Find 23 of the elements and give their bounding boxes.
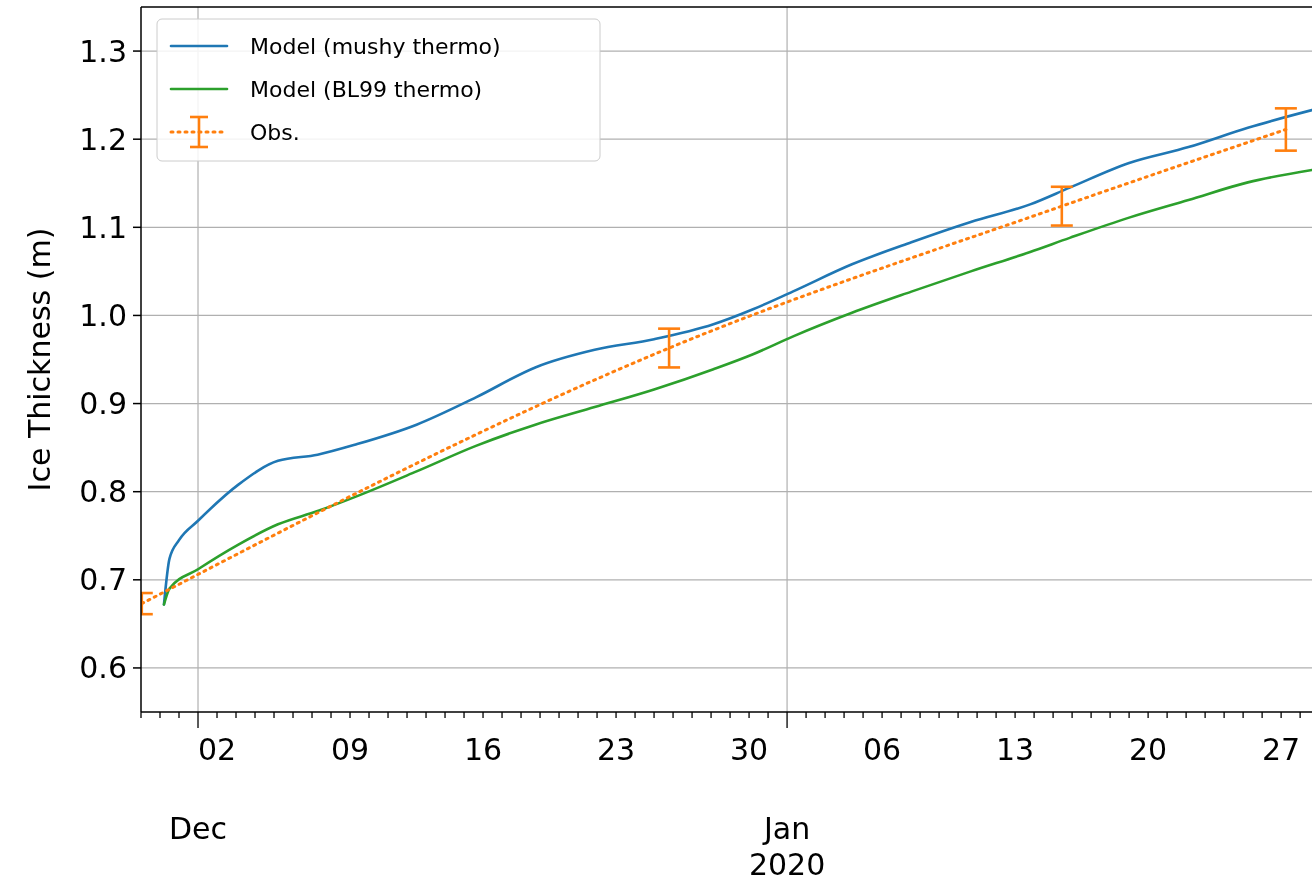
y-tick-label: 0.7 <box>79 562 127 598</box>
x-tick-label: 09 <box>330 732 370 767</box>
text: Jan 2020 <box>748 811 826 882</box>
x-tick-label: 06 <box>862 732 902 767</box>
y-tick-label: 1.3 <box>79 33 127 69</box>
x-tick-label: 30 <box>729 732 769 767</box>
x-tick-label: 20 <box>1129 732 1168 767</box>
legend-label: Obs. <box>250 119 300 145</box>
x-tick-label: 27 <box>1262 732 1301 767</box>
y-tick-label: 1.1 <box>79 209 127 245</box>
legend-label: Model (BL99 thermo) <box>250 76 483 102</box>
y-tick-label: 0.8 <box>79 474 127 510</box>
legend-label: Model (mushy thermo) <box>250 33 501 59</box>
x-tick-label: 16 <box>463 732 503 767</box>
y-tick-label: 0.9 <box>79 386 127 422</box>
x-tick-label: 13 <box>996 732 1035 767</box>
y-tick-label: 1.0 <box>79 297 127 333</box>
y-tick-label: 0.6 <box>79 650 127 686</box>
text: Dec <box>168 811 228 846</box>
x-tick-label: 02 <box>197 732 237 767</box>
y-axis-title: Ice Thickness (m) <box>22 227 57 492</box>
y-tick-label: 1.2 <box>79 121 127 157</box>
x-tick-label: 23 <box>596 732 636 767</box>
